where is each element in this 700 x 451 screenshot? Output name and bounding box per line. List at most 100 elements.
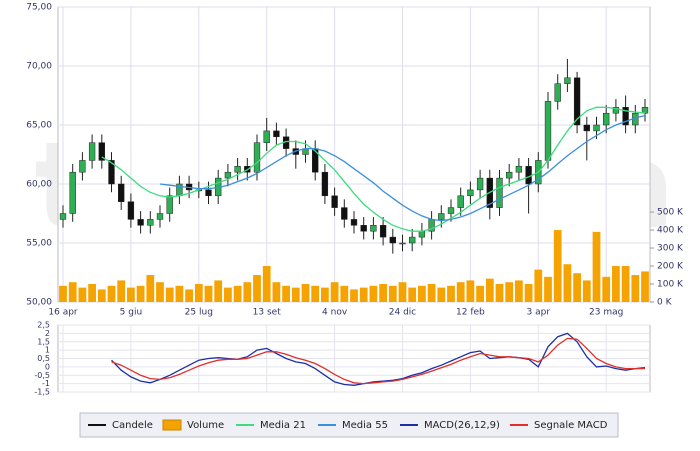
volume-bar bbox=[592, 231, 601, 302]
volume-bar bbox=[563, 264, 572, 302]
volume-bar bbox=[146, 275, 155, 302]
volume-bar bbox=[573, 273, 581, 302]
candle-body bbox=[603, 112, 610, 126]
volume-bar bbox=[631, 275, 640, 302]
x-tick-label: 16 apr bbox=[48, 308, 78, 318]
volume-bar bbox=[476, 285, 484, 302]
candle-body bbox=[98, 142, 105, 161]
volume-bar bbox=[398, 282, 407, 302]
candle-body bbox=[467, 189, 474, 197]
volume-bar bbox=[88, 284, 96, 302]
candle-body bbox=[399, 242, 406, 245]
volume-bar bbox=[272, 282, 281, 302]
candle-body bbox=[418, 230, 426, 238]
legend-label: Volume bbox=[187, 420, 224, 431]
volume-bar bbox=[369, 285, 378, 302]
candle-body bbox=[389, 236, 396, 244]
volume-bar bbox=[291, 287, 300, 302]
volume-bar bbox=[330, 282, 339, 302]
legend-swatch bbox=[162, 419, 182, 431]
volume-bar bbox=[612, 266, 620, 302]
y-tick-label: 70,00 bbox=[26, 62, 52, 72]
y2-tick-label: 500 K bbox=[657, 208, 684, 218]
candle-body bbox=[79, 160, 86, 173]
x-tick-label: 23 mag bbox=[589, 308, 623, 318]
volume-bar bbox=[447, 285, 455, 302]
volume-bar bbox=[253, 275, 261, 302]
candle-body bbox=[622, 107, 629, 126]
y-tick-label: 60,00 bbox=[26, 180, 52, 190]
candle-body bbox=[59, 213, 67, 220]
candle-body bbox=[69, 171, 76, 214]
candle-body bbox=[573, 77, 581, 126]
volume-bar bbox=[282, 285, 290, 302]
volume-bar bbox=[340, 285, 349, 302]
y2-tick-label: 100 K bbox=[657, 280, 684, 290]
candle-body bbox=[476, 177, 484, 191]
volume-bar bbox=[515, 280, 523, 302]
candle-body bbox=[263, 130, 270, 143]
candle-body bbox=[583, 124, 590, 132]
y-tick-label: 1 bbox=[45, 346, 50, 355]
line-series bbox=[159, 114, 646, 222]
volume-bar bbox=[379, 284, 387, 302]
volume-bar bbox=[321, 287, 329, 302]
volume-bar bbox=[466, 280, 475, 302]
volume-bar bbox=[59, 285, 67, 302]
volume-bar bbox=[214, 280, 223, 302]
volume-bar bbox=[185, 289, 193, 302]
volume-bar bbox=[418, 285, 426, 302]
volume-bar bbox=[621, 266, 630, 302]
x-tick-label: 3 apr bbox=[527, 308, 551, 318]
volume-bar bbox=[485, 278, 494, 302]
volume-bar bbox=[350, 289, 358, 302]
volume-bar bbox=[427, 284, 436, 302]
volume-bar bbox=[107, 285, 116, 302]
candle-body bbox=[506, 171, 513, 179]
volume-bar bbox=[388, 285, 397, 302]
candle-body bbox=[554, 83, 561, 102]
volume-bar bbox=[165, 287, 174, 302]
candle-body bbox=[350, 219, 358, 226]
candle-body bbox=[147, 219, 154, 226]
y2-tick-label: 200 K bbox=[657, 262, 684, 272]
candle-body bbox=[331, 195, 338, 208]
volume-bar bbox=[233, 285, 242, 302]
candle-body bbox=[612, 107, 620, 114]
volume-bar bbox=[301, 284, 310, 302]
candle-body bbox=[641, 107, 649, 114]
y-tick-label: 50,00 bbox=[26, 298, 52, 308]
x-tick-label: 13 set bbox=[253, 308, 282, 318]
x-tick-label: 5 giu bbox=[120, 308, 143, 318]
legend-label: Media 55 bbox=[342, 420, 388, 431]
volume-bar bbox=[127, 287, 135, 302]
line-series bbox=[111, 337, 645, 385]
volume-bar bbox=[311, 285, 320, 302]
candle-body bbox=[438, 213, 445, 220]
y-tick-label: 75,00 bbox=[26, 3, 52, 13]
y-tick-label: -1,5 bbox=[34, 388, 50, 397]
volume-bar bbox=[262, 266, 271, 302]
candle-body bbox=[156, 213, 164, 220]
volume-bar bbox=[495, 284, 504, 302]
volume-bar bbox=[553, 230, 562, 302]
volume-bar bbox=[204, 285, 213, 302]
volume-bar bbox=[117, 280, 126, 302]
y-tick-label: 0 bbox=[45, 362, 50, 371]
volume-bar bbox=[243, 282, 252, 302]
y2-tick-label: 400 K bbox=[657, 226, 684, 236]
candle-body bbox=[360, 225, 367, 232]
volume-bar bbox=[136, 285, 145, 302]
candle-body bbox=[457, 195, 464, 208]
candle-body bbox=[273, 130, 280, 138]
y2-tick-label: 0 K bbox=[657, 298, 673, 308]
y-tick-label: 2 bbox=[45, 329, 50, 338]
volume-bar bbox=[78, 287, 87, 302]
candle-body bbox=[166, 195, 173, 214]
candle-body bbox=[321, 171, 329, 197]
y-tick-label: 1,5 bbox=[37, 337, 50, 346]
candle-body bbox=[341, 207, 348, 220]
volume-bar bbox=[194, 284, 203, 302]
volume-bar bbox=[408, 287, 417, 302]
candle-body bbox=[108, 160, 115, 185]
